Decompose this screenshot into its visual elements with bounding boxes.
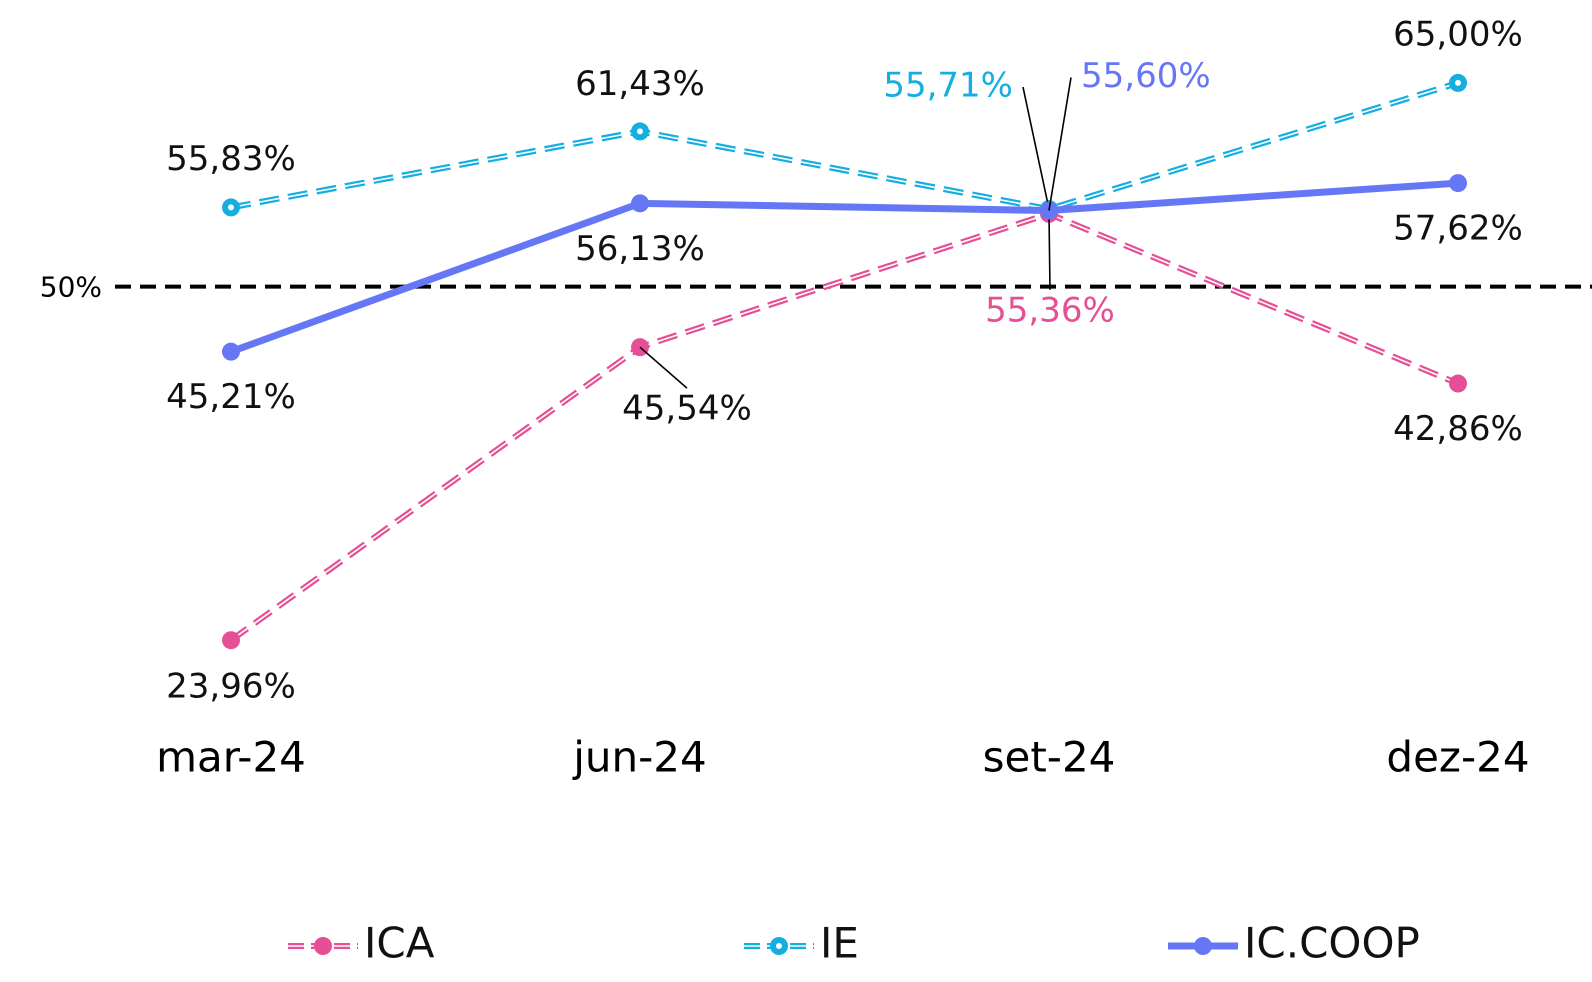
point-center [637, 128, 643, 135]
value-label: 23,96% [166, 667, 296, 707]
legend-marker [1194, 937, 1212, 955]
point [1449, 374, 1467, 393]
value-label: 45,54% [622, 389, 752, 429]
series-line-inner [230, 212, 1459, 641]
value-label: 56,13% [575, 229, 705, 269]
reference-label: 50% [40, 271, 102, 304]
series-line [230, 80, 1459, 213]
x-tick-label: dez-24 [1386, 733, 1529, 782]
series-line [229, 210, 1460, 643]
point [222, 342, 240, 361]
value-label: 45,21% [166, 377, 296, 417]
value-label: 57,62% [1393, 209, 1523, 249]
legend-label: ICA [364, 919, 435, 968]
leader-line [639, 346, 688, 389]
series-line-inner [230, 82, 1459, 210]
point [1449, 174, 1467, 193]
series-line [229, 179, 1459, 355]
legend-marker [314, 937, 332, 955]
value-label: 65,00% [1393, 14, 1523, 54]
value-label: 55,60% [1081, 56, 1211, 96]
x-tick-label: set-24 [983, 733, 1116, 782]
point [631, 194, 649, 213]
legend-label: IC.COOP [1244, 919, 1420, 968]
leader-line [1048, 77, 1072, 211]
point-center [1455, 79, 1461, 86]
leader-line [1048, 213, 1051, 290]
value-label: 55,83% [166, 139, 296, 179]
legend-marker-center [776, 943, 782, 949]
value-label: 55,71% [883, 66, 1013, 106]
x-tick-label: mar-24 [156, 733, 306, 782]
legend-label: IE [820, 919, 859, 968]
leader-line [1022, 86, 1050, 210]
x-tick-label: jun-24 [572, 733, 707, 782]
point [222, 631, 240, 650]
value-label: 42,86% [1393, 409, 1523, 449]
point-center [228, 204, 234, 211]
value-label: 55,36% [985, 290, 1115, 330]
value-label: 61,43% [575, 64, 705, 104]
